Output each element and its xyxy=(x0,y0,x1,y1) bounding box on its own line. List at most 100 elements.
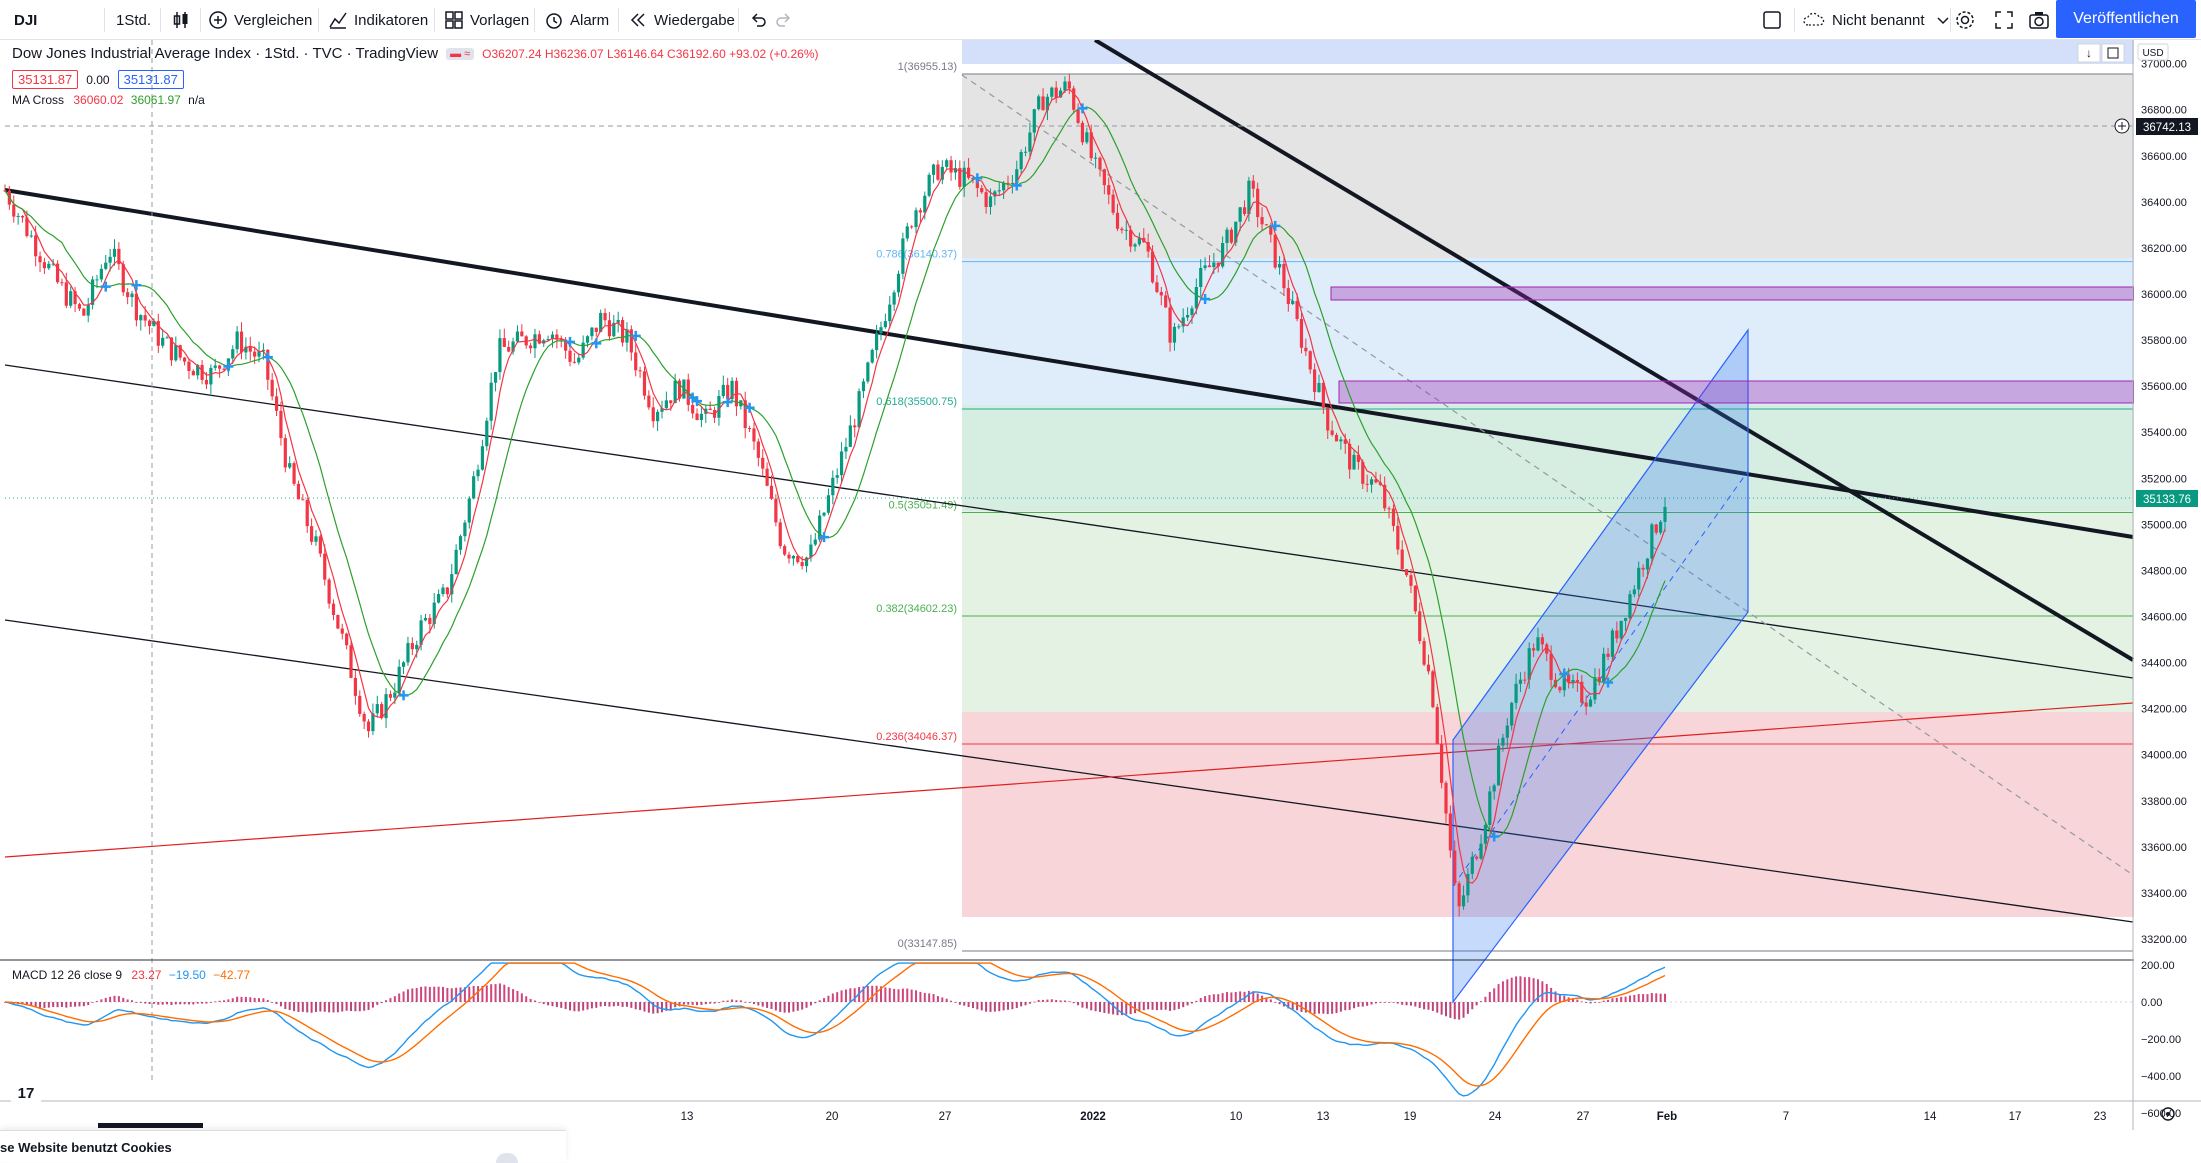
tradingview-logo: 17 xyxy=(10,1082,42,1102)
candle-body xyxy=(1619,620,1623,639)
macd-bar xyxy=(393,996,396,1002)
candle-body xyxy=(599,312,603,332)
candle-body xyxy=(822,512,826,516)
macd-bar xyxy=(1659,993,1662,1002)
candle-body xyxy=(301,499,305,501)
candle-body xyxy=(1181,317,1185,327)
candle-body xyxy=(1475,856,1479,859)
macd-bar xyxy=(455,987,458,1002)
undo-button[interactable] xyxy=(748,0,768,40)
settings-button[interactable] xyxy=(1954,0,1976,40)
price-axis[interactable]: 37000.00 36800.00 36600.00 36400.00 36200.00… xyxy=(2141,59,2187,946)
macd-bar xyxy=(1134,1002,1137,1014)
candle-body xyxy=(1304,347,1308,352)
candle-body xyxy=(1523,679,1527,681)
candles xyxy=(3,74,1667,917)
macd-bar xyxy=(1212,994,1215,1002)
interval-button[interactable]: 1Std. xyxy=(116,11,152,29)
templates-button[interactable]: Vorlagen xyxy=(444,0,529,40)
candle-body xyxy=(1251,180,1255,189)
candle-body xyxy=(515,331,520,342)
layout-name-dropdown[interactable]: Nicht benannt xyxy=(1802,0,1951,40)
candle-body xyxy=(669,400,673,404)
candle-body xyxy=(1514,683,1518,703)
scroll-down-button[interactable] xyxy=(2077,43,2101,63)
buy-button[interactable]: 35131.87 xyxy=(117,70,184,89)
candle-body xyxy=(870,349,874,363)
macd-indicator-name[interactable]: MACD 12 26 close 9 xyxy=(12,968,123,982)
macd-bar xyxy=(866,985,869,1002)
currency-badge[interactable] xyxy=(2137,43,2169,61)
ma-fast-line xyxy=(4,88,1666,884)
alert-button[interactable]: Alarm xyxy=(544,0,609,40)
ma-slow-line xyxy=(4,106,1666,838)
support-line-red xyxy=(4,702,2134,858)
fib-level-label: 0.786(36140.37) xyxy=(876,249,957,261)
candle-body xyxy=(1575,680,1580,682)
macd-bar xyxy=(827,995,830,1002)
candle-body xyxy=(831,477,835,496)
maximize-pane-button[interactable] xyxy=(2101,43,2125,63)
candle-body xyxy=(559,339,563,341)
snapshot-button[interactable] xyxy=(2028,0,2050,40)
macd-bar xyxy=(954,1002,957,1003)
legend-toggle[interactable]: ▬ ≈ xyxy=(446,47,475,60)
symbol-search[interactable]: DJI xyxy=(14,11,38,29)
macd-tick-label: −200.00 xyxy=(2141,1034,2181,1046)
candle-body xyxy=(47,263,51,269)
publish-button[interactable]: Veröffentlichen xyxy=(2056,0,2196,38)
candle-body xyxy=(988,196,993,207)
macd-bar xyxy=(1160,1002,1163,1010)
compare-button[interactable]: Vergleichen xyxy=(208,0,312,40)
sell-button[interactable]: 35131.87 xyxy=(12,70,79,89)
macd-bar xyxy=(823,998,826,1002)
replay-icon xyxy=(630,13,645,27)
fullscreen-button[interactable] xyxy=(1994,0,2014,40)
indicators-button[interactable]: Indikatoren xyxy=(328,0,428,40)
candle-body xyxy=(55,263,60,283)
candle-body xyxy=(620,320,625,343)
candle-body xyxy=(161,337,165,346)
macd-bar xyxy=(498,983,501,1002)
macd-bar xyxy=(481,985,484,1002)
macd-bar xyxy=(236,996,239,1002)
macd-bar xyxy=(1007,1002,1010,1010)
toolbar-divider xyxy=(318,8,319,32)
macd-bar xyxy=(1585,1002,1588,1003)
layout-toggle-button[interactable] xyxy=(1762,0,1782,40)
macd-bar xyxy=(1112,1002,1115,1015)
chart-area[interactable]: 1(36955.13) 0.786(36140.37) 0.618(35500.75… xyxy=(0,38,2201,1130)
macd-bar xyxy=(117,996,120,1002)
macd-bar xyxy=(144,1002,147,1004)
time-axis[interactable]: 13 20 27 2022 10 13 19 24 27 Feb 7 14 17 23 xyxy=(681,1111,2107,1123)
macd-axis[interactable]: 200.00 0.00 −200.00 −400.00 −600.00 xyxy=(2141,960,2181,1120)
macd-bar xyxy=(1361,1002,1364,1007)
candle-body xyxy=(60,282,64,284)
price-chart[interactable]: 1(36955.13) 0.786(36140.37) 0.618(35500.75… xyxy=(0,38,2201,1130)
toolbar-divider xyxy=(1950,8,1951,32)
candle-body xyxy=(1361,461,1365,484)
macd-bar xyxy=(371,1002,374,1008)
ma-indicator-name[interactable]: MA Cross xyxy=(12,93,65,107)
cross-marker xyxy=(262,352,273,363)
macd-bar xyxy=(945,998,948,1002)
macd-bar xyxy=(577,1002,580,1012)
settings-icon[interactable] xyxy=(2161,1107,2175,1121)
replay-button[interactable]: Wiedergabe xyxy=(628,0,735,40)
macd-bar xyxy=(1326,1002,1329,1015)
candle-body xyxy=(147,320,152,327)
redo-button[interactable] xyxy=(774,0,794,40)
macd-bar xyxy=(1011,1002,1014,1010)
candle-body xyxy=(1177,326,1181,328)
symbol-title[interactable]: Dow Jones Industrial Average Index · 1St… xyxy=(12,45,439,62)
candle-body xyxy=(585,336,590,343)
macd-bar xyxy=(1269,999,1272,1002)
cookie-close-button[interactable] xyxy=(496,1153,518,1163)
candle-body xyxy=(480,446,485,470)
macd-bar xyxy=(214,1001,217,1003)
candle-body xyxy=(800,562,804,567)
candle-body xyxy=(1383,484,1387,509)
chart-style-button[interactable] xyxy=(170,0,192,40)
macd-bar xyxy=(74,1002,77,1007)
macd-bar xyxy=(520,993,523,1002)
